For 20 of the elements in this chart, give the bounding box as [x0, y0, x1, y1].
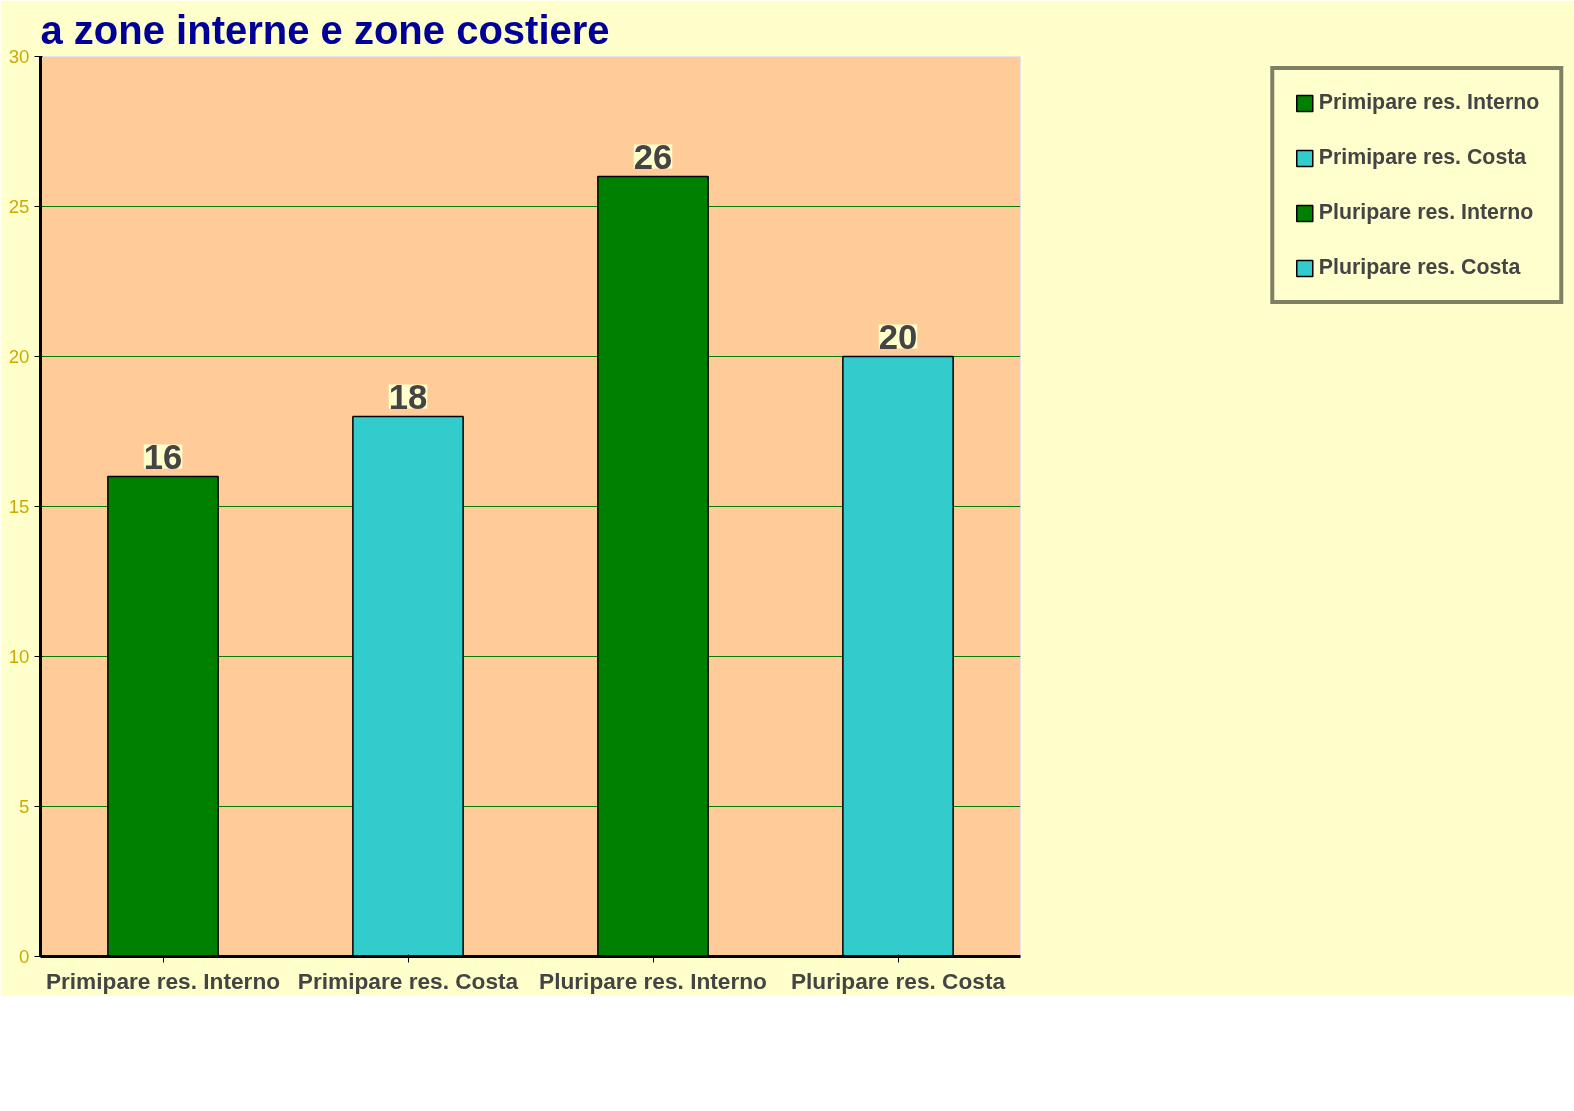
x-tick-label: Pluripare res. Interno: [539, 967, 767, 994]
x-tick-label: Primipare res. Costa: [297, 967, 519, 994]
legend-label: Primipare res. Costa: [1318, 145, 1527, 170]
y-tick-label: 20: [8, 346, 30, 367]
x-tick-label: Primipare res. Interno: [45, 967, 281, 994]
y-tick-label: 25: [8, 196, 30, 217]
y-tick-label: 10: [8, 646, 30, 667]
data-label: 16: [143, 437, 183, 476]
y-tick-label: 15: [8, 496, 30, 517]
data-label: 20: [878, 317, 918, 356]
chart-title: a zone interne e zone costiere: [40, 7, 610, 52]
legend-label: Pluripare res. Costa: [1318, 255, 1521, 280]
data-label: 26: [633, 137, 673, 176]
y-tick-label: 5: [19, 796, 30, 817]
y-tick-label: 30: [8, 46, 30, 67]
x-tick-label: Pluripare res. Costa: [790, 967, 1006, 994]
legend-label: Pluripare res. Interno: [1318, 200, 1534, 225]
legend-label: Primipare res. Interno: [1318, 90, 1540, 115]
data-label: 18: [388, 377, 428, 416]
y-tick-label: 0: [19, 946, 30, 967]
